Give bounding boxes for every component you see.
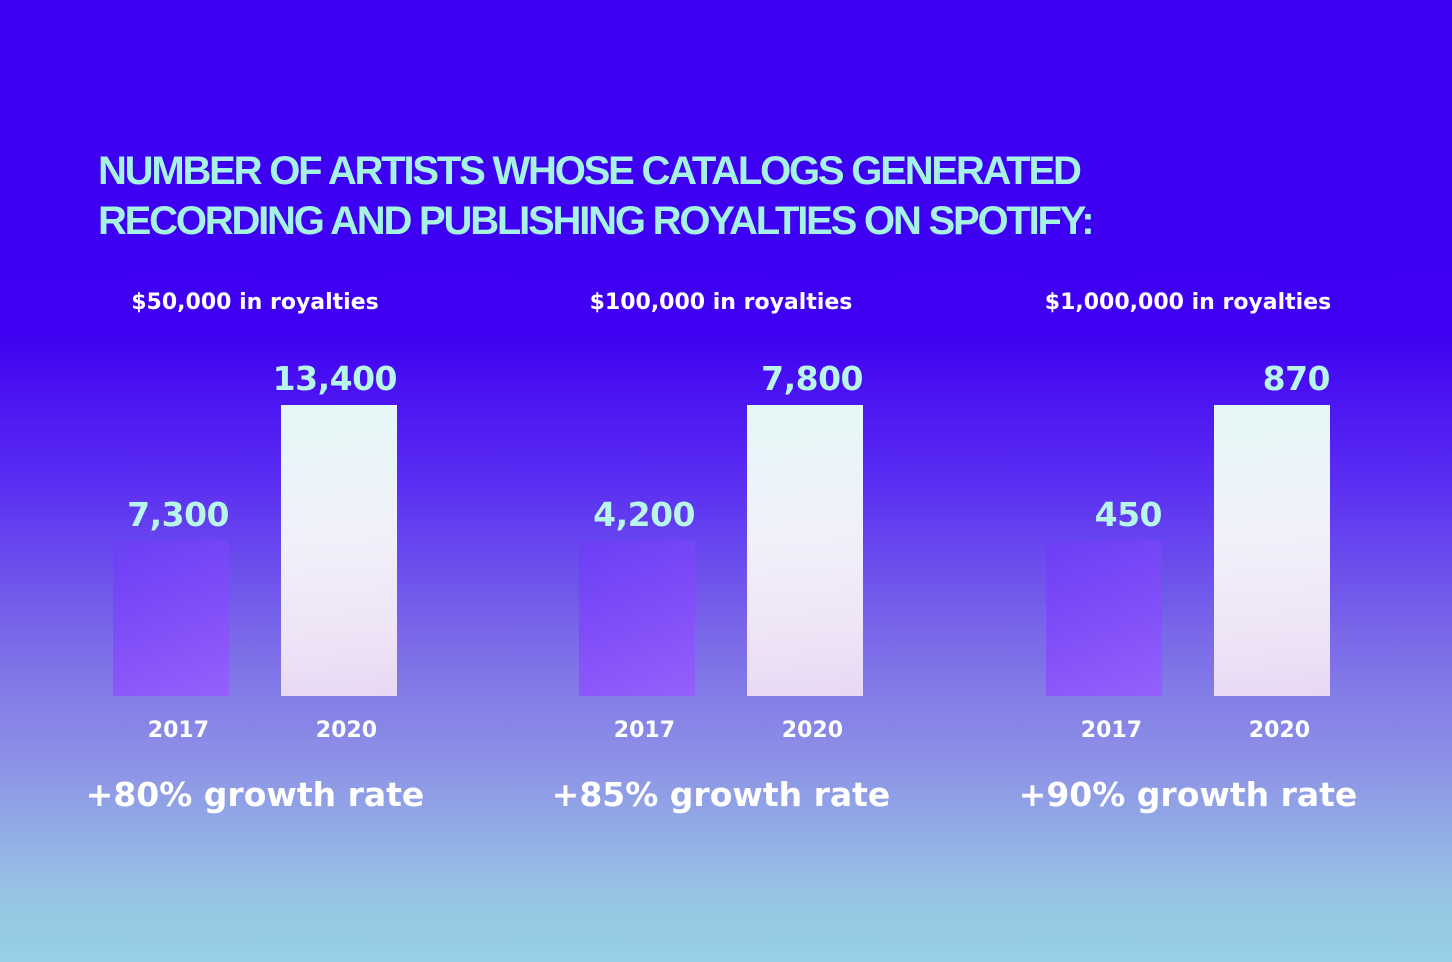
- panel-subtitle: $50,000 in royalties: [131, 290, 379, 315]
- bar-2020: [1214, 405, 1330, 696]
- panel-subtitle: $100,000 in royalties: [589, 290, 853, 315]
- bar-value-label: 870: [1262, 359, 1331, 398]
- chart-title-line-1: NUMBER OF ARTISTS WHOSE CATALOGS GENERAT…: [98, 149, 1082, 193]
- panel-subtitle: $1,000,000 in royalties: [1044, 290, 1332, 315]
- bar-2020: [747, 405, 863, 696]
- growth-rate-annotation: +80% growth rate: [85, 775, 425, 814]
- bar-value-label: 7,300: [127, 495, 229, 534]
- bar-2017: [579, 541, 695, 696]
- bar-value-label: 450: [1094, 495, 1163, 534]
- bar-value-label: 4,200: [593, 495, 695, 534]
- chart-title: NUMBER OF ARTISTS WHOSE CATALOGS GENERAT…: [98, 146, 1298, 246]
- bar-2017: [1046, 541, 1162, 696]
- bar-2017: [113, 541, 229, 696]
- category-label: 2017: [613, 718, 675, 743]
- chart-title-line-2: RECORDING AND PUBLISHING ROYALTIES ON SP…: [98, 199, 1095, 243]
- growth-rate-annotation: +85% growth rate: [551, 775, 891, 814]
- bar-2020: [281, 405, 397, 696]
- category-label: 2020: [315, 718, 377, 743]
- category-label: 2017: [147, 718, 209, 743]
- category-label: 2017: [1080, 718, 1142, 743]
- bar-value-label: 13,400: [272, 359, 398, 398]
- growth-rate-annotation: +90% growth rate: [1018, 775, 1358, 814]
- category-label: 2020: [1248, 718, 1310, 743]
- bar-value-label: 7,800: [761, 359, 863, 398]
- category-label: 2020: [781, 718, 843, 743]
